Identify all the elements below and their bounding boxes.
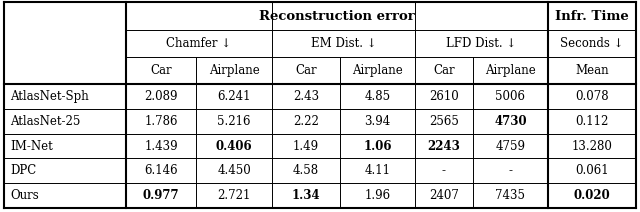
Text: 6.146: 6.146 (144, 164, 178, 177)
Text: 4.450: 4.450 (217, 164, 251, 177)
Text: Car: Car (295, 64, 317, 77)
Text: Airplane: Airplane (485, 64, 536, 77)
Text: 0.020: 0.020 (573, 189, 611, 202)
Text: 2.721: 2.721 (218, 189, 251, 202)
Text: 7435: 7435 (495, 189, 525, 202)
Text: 2243: 2243 (428, 139, 460, 152)
Text: Airplane: Airplane (352, 64, 403, 77)
Text: Reconstruction error: Reconstruction error (259, 10, 415, 22)
Text: 6.241: 6.241 (217, 90, 251, 103)
Text: -: - (442, 164, 446, 177)
Text: EM Dist. ↓: EM Dist. ↓ (310, 37, 376, 50)
Text: 1.34: 1.34 (292, 189, 320, 202)
Text: Car: Car (433, 64, 455, 77)
Text: Mean: Mean (575, 64, 609, 77)
Text: 4.58: 4.58 (293, 164, 319, 177)
Text: 4759: 4759 (495, 139, 525, 152)
Text: DPC: DPC (10, 164, 36, 177)
Text: AtlasNet-Sph: AtlasNet-Sph (10, 90, 89, 103)
Text: 2610: 2610 (429, 90, 459, 103)
Text: 13.280: 13.280 (572, 139, 612, 152)
Text: 1.06: 1.06 (364, 139, 392, 152)
Text: 2565: 2565 (429, 115, 459, 128)
Text: Airplane: Airplane (209, 64, 259, 77)
Text: 4.85: 4.85 (364, 90, 390, 103)
Text: 5.216: 5.216 (217, 115, 251, 128)
Text: 0.977: 0.977 (143, 189, 179, 202)
Text: AtlasNet-25: AtlasNet-25 (10, 115, 81, 128)
Text: Seconds ↓: Seconds ↓ (560, 37, 624, 50)
Text: 2.43: 2.43 (293, 90, 319, 103)
Text: 0.112: 0.112 (575, 115, 609, 128)
Text: LFD Dist. ↓: LFD Dist. ↓ (446, 37, 516, 50)
Text: 0.061: 0.061 (575, 164, 609, 177)
Text: 3.94: 3.94 (364, 115, 390, 128)
Text: 2407: 2407 (429, 189, 459, 202)
Text: 2.089: 2.089 (144, 90, 178, 103)
Text: 0.078: 0.078 (575, 90, 609, 103)
Text: 2.22: 2.22 (293, 115, 319, 128)
Text: 1.786: 1.786 (144, 115, 178, 128)
Text: Ours: Ours (10, 189, 39, 202)
Text: 0.406: 0.406 (216, 139, 252, 152)
Text: -: - (509, 164, 513, 177)
Text: Chamfer ↓: Chamfer ↓ (166, 37, 232, 50)
Text: 4730: 4730 (494, 115, 527, 128)
Text: 4.11: 4.11 (365, 164, 390, 177)
Text: 1.439: 1.439 (144, 139, 178, 152)
Text: 1.49: 1.49 (293, 139, 319, 152)
Text: IM-Net: IM-Net (10, 139, 52, 152)
Text: Infr. Time: Infr. Time (555, 10, 629, 22)
Text: Car: Car (150, 64, 172, 77)
Text: 1.96: 1.96 (364, 189, 390, 202)
Text: 5006: 5006 (495, 90, 525, 103)
